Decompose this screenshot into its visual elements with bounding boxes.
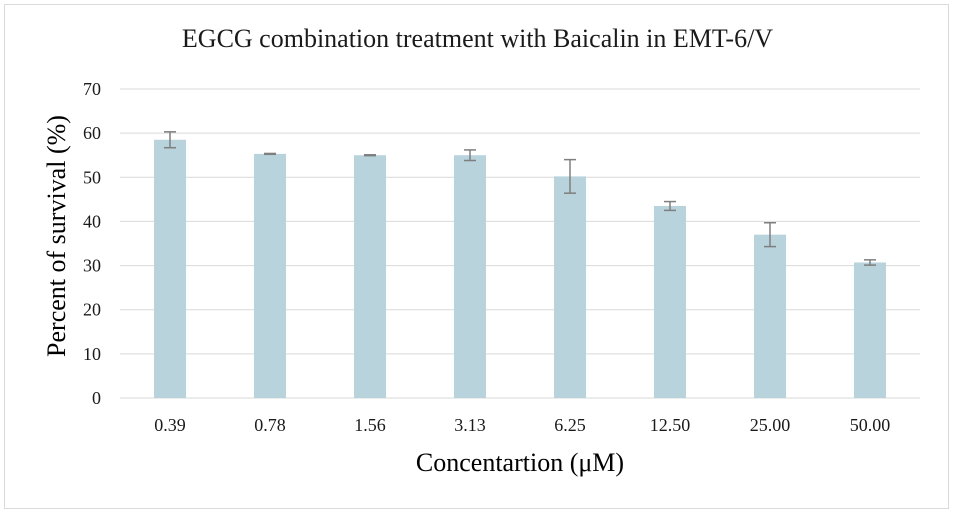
- x-axis-label: Concentartion (μM): [415, 448, 625, 477]
- bar: [854, 262, 886, 398]
- bar: [654, 205, 686, 398]
- x-tick-label: 6.25: [554, 415, 586, 435]
- y-tick-label: 20: [83, 300, 101, 320]
- y-tick-label: 40: [83, 211, 101, 231]
- x-tick-label: 0.39: [154, 415, 186, 435]
- bar: [154, 139, 186, 398]
- bar: [554, 176, 586, 398]
- chart-title: EGCG combination treatment with Baicalin…: [181, 24, 774, 53]
- y-tick-label: 0: [92, 388, 101, 408]
- x-tick-label: 1.56: [354, 415, 386, 435]
- bar: [254, 153, 286, 398]
- y-tick-label: 60: [83, 123, 101, 143]
- x-tick-label: 25.00: [750, 415, 791, 435]
- y-tick-label: 70: [83, 79, 101, 99]
- y-tick-label: 30: [83, 256, 101, 276]
- x-tick-label: 50.00: [850, 415, 891, 435]
- y-tick-label: 10: [83, 344, 101, 364]
- bar: [354, 155, 386, 398]
- x-tick-label: 0.78: [254, 415, 286, 435]
- x-tick-label: 12.50: [650, 415, 691, 435]
- bar: [754, 234, 786, 398]
- y-tick-label: 50: [83, 167, 101, 187]
- x-tick-label: 3.13: [454, 415, 486, 435]
- bar: [454, 155, 486, 398]
